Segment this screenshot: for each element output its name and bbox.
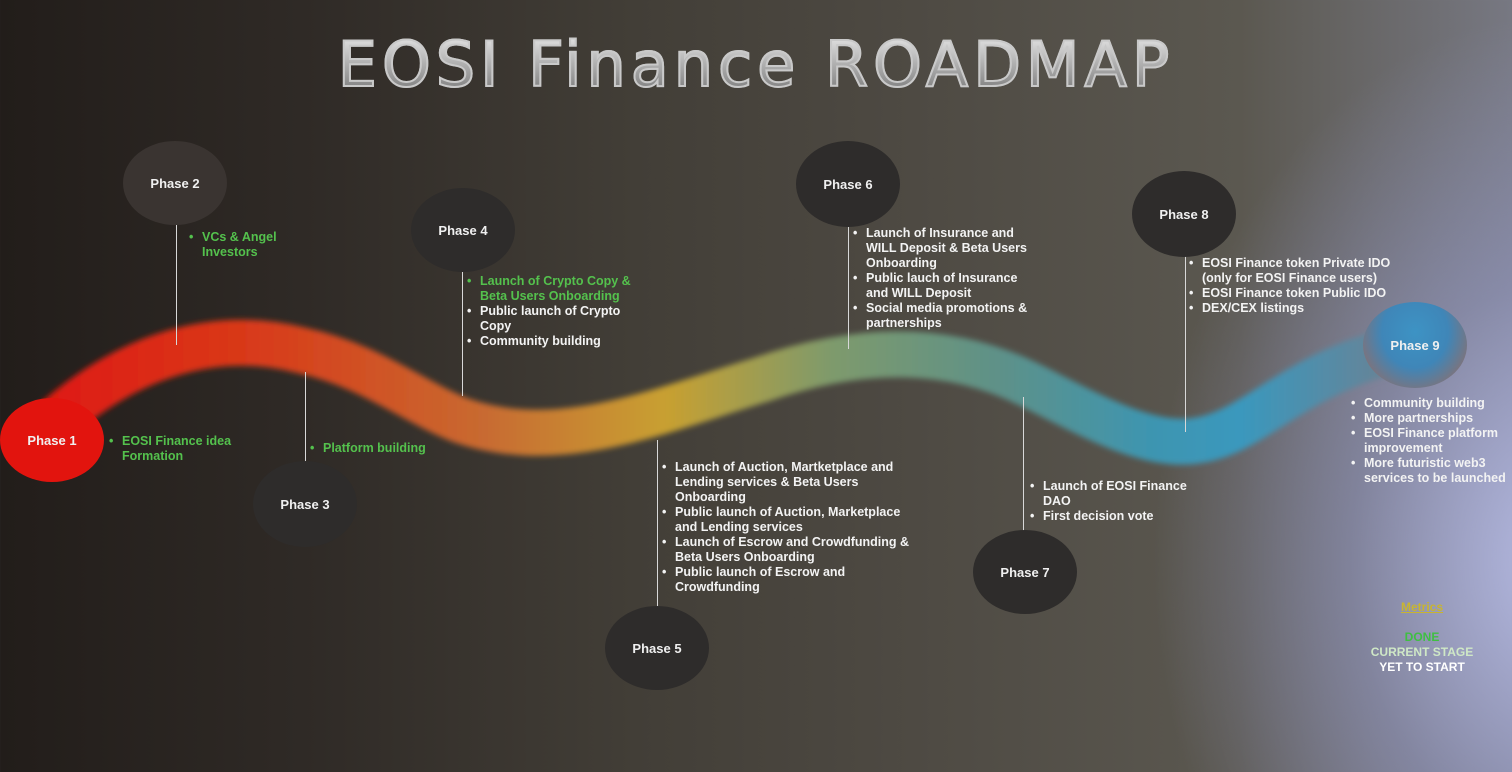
- list-item: EOSI Finance token Public IDO: [1189, 286, 1392, 301]
- list-item: VCs & Angel Investors: [189, 230, 312, 260]
- phase-6-node: Phase 6: [796, 141, 900, 227]
- phase-5-items: Launch of Auction, Martketplace and Lend…: [661, 460, 915, 595]
- list-item: Launch of Auction, Martketplace and Lend…: [662, 460, 915, 505]
- list-item: Community building: [1351, 396, 1512, 411]
- phase-8-items: EOSI Finance token Private IDO (only for…: [1188, 256, 1392, 316]
- list-item: Launch of Crypto Copy & Beta Users Onboa…: [467, 274, 652, 304]
- legend-title: Metrics: [1400, 600, 1444, 614]
- phase-8-node: Phase 8: [1132, 171, 1236, 257]
- legend: Metrics DONE CURRENT STAGE YET TO START: [1352, 600, 1492, 675]
- phase-4-node: Phase 4: [411, 188, 515, 272]
- list-item: Public launch of Escrow and Crowdfunding: [662, 565, 915, 595]
- list-item: EOSI Finance token Private IDO (only for…: [1189, 256, 1392, 286]
- list-item: EOSI Finance platform improvement: [1351, 426, 1512, 456]
- phase-1-node: Phase 1: [0, 398, 104, 482]
- legend-current-stage: CURRENT STAGE: [1370, 645, 1474, 659]
- connector-phase-4: [462, 272, 463, 396]
- list-item: Launch of EOSI Finance DAO: [1030, 479, 1203, 509]
- connector-phase-3: [305, 372, 306, 462]
- list-item: Public launch of Auction, Marketplace an…: [662, 505, 915, 535]
- legend-yet-to-start: YET TO START: [1379, 660, 1465, 674]
- phase-3-node: Phase 3: [253, 461, 357, 547]
- connector-phase-7: [1023, 397, 1024, 532]
- phase-3-items: Platform building: [309, 441, 463, 456]
- phase-7-items: Launch of EOSI Finance DAO First decisio…: [1029, 479, 1203, 524]
- list-item: More partnerships: [1351, 411, 1512, 426]
- list-item: Community building: [467, 334, 652, 349]
- connector-phase-5: [657, 440, 658, 608]
- phase-4-items: Launch of Crypto Copy & Beta Users Onboa…: [466, 274, 652, 349]
- phase-2-node: Phase 2: [123, 141, 227, 225]
- phase-9-items: Community building More partnerships EOS…: [1350, 396, 1512, 486]
- list-item: Public launch of Crypto Copy: [467, 304, 652, 334]
- list-item: Public lauch of Insurance and WILL Depos…: [853, 271, 1041, 301]
- phase-5-node: Phase 5: [605, 606, 709, 690]
- phase-7-node: Phase 7: [973, 530, 1077, 614]
- list-item: First decision vote: [1030, 509, 1203, 524]
- phase-6-items: Launch of Insurance and WILL Deposit & B…: [852, 226, 1041, 331]
- phase-1-items: EOSI Finance idea Formation: [108, 434, 262, 464]
- list-item: Social media promotions & partnerships: [853, 301, 1041, 331]
- phase-9-node: Phase 9: [1363, 302, 1467, 388]
- road-path: [22, 319, 1443, 465]
- list-item: More futuristic web3 services to be laun…: [1351, 456, 1512, 486]
- phase-2-items: VCs & Angel Investors: [188, 230, 312, 260]
- page-title: EOSI Finance ROADMAP: [0, 27, 1512, 102]
- connector-phase-2: [176, 225, 177, 345]
- list-item: EOSI Finance idea Formation: [109, 434, 262, 464]
- list-item: Launch of Insurance and WILL Deposit & B…: [853, 226, 1041, 271]
- connector-phase-8: [1185, 256, 1186, 432]
- list-item: DEX/CEX listings: [1189, 301, 1392, 316]
- list-item: Platform building: [310, 441, 463, 456]
- connector-phase-6: [848, 226, 849, 349]
- list-item: Launch of Escrow and Crowdfunding & Beta…: [662, 535, 915, 565]
- legend-done: DONE: [1404, 630, 1440, 644]
